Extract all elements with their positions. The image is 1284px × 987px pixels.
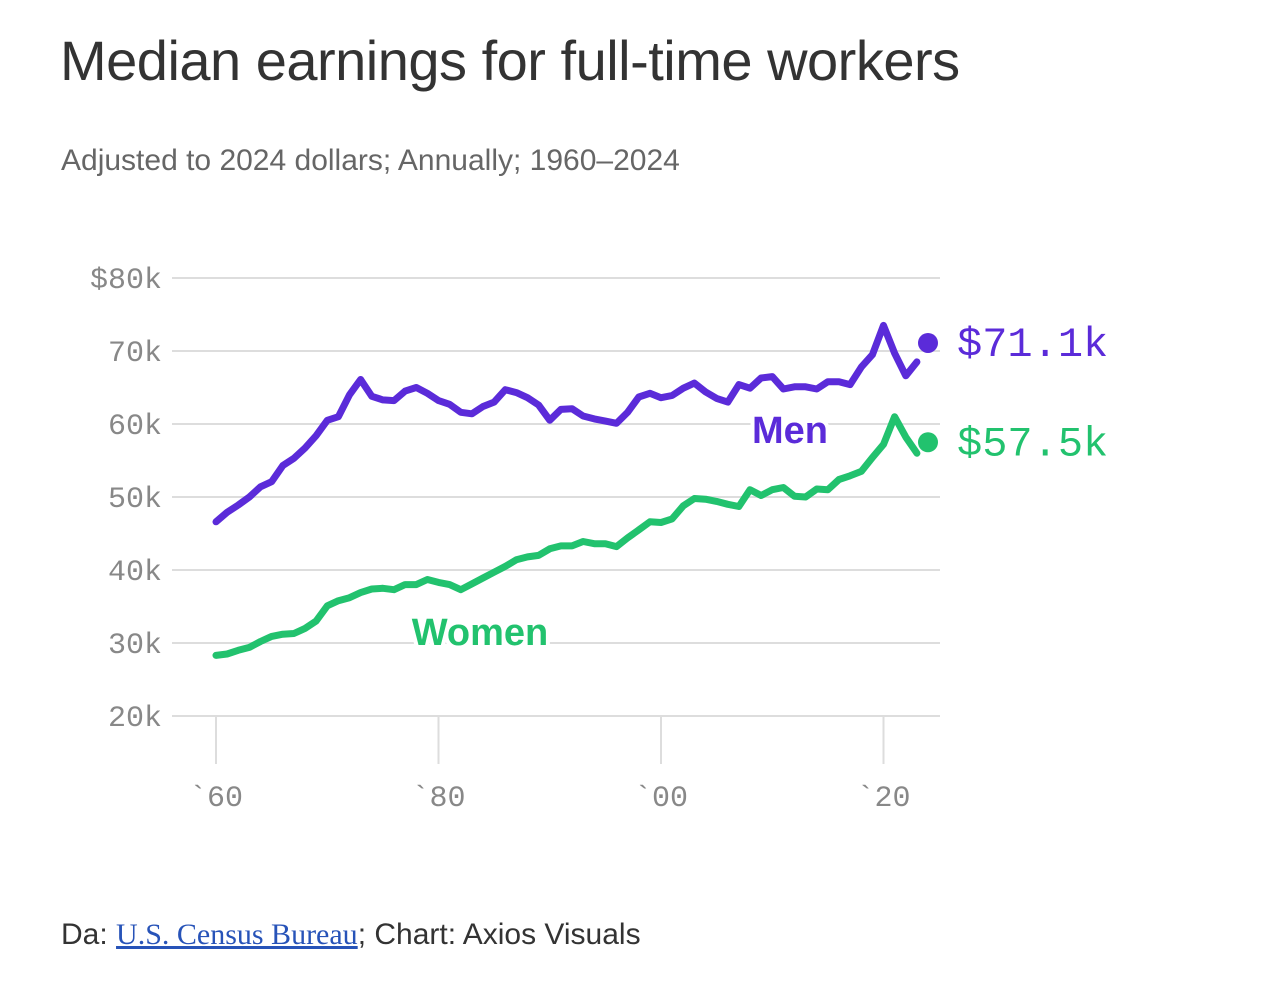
series-end-point-men [918,332,938,353]
y-tick-label: $80k [90,264,162,298]
y-tick-label: 20k [108,702,162,736]
chart-title: Median earnings for full-time workers [60,29,960,92]
source-line: Da: U.S. Census Bureau; Chart: Axios Vis… [61,918,641,952]
y-tick-label: 30k [108,629,162,663]
series-line-women [212,413,921,659]
series-end-label-men: $71.1k [957,321,1108,369]
x-tick-label: `60 [189,782,243,816]
x-tick-label: `80 [411,782,465,816]
source-prefix: Da: [61,918,117,951]
series-line-men [212,321,921,526]
y-tick-label: 60k [108,410,162,444]
series-end-point-women [918,432,938,453]
series-annotation-women: Women [412,612,549,654]
y-tick-label: 40k [108,556,162,590]
line-chart: $80k 70k 60k 50k 40k 30k 20k `60 `80 `00 `20 $71.1k… [90,264,1108,816]
series-annotation-men: Men [752,410,828,452]
x-tick-label: `20 [856,782,910,816]
source-suffix: ; Chart: Axios Visuals [357,918,641,951]
source-link[interactable]: U.S. Census Bureau [116,918,358,951]
x-tick-label: `00 [634,782,688,816]
y-tick-label: 50k [108,483,162,517]
chart-subtitle: Adjusted to 2024 dollars; Annually; 1960… [61,144,680,177]
y-tick-label: 70k [108,337,162,371]
series-end-label-women: $57.5k [957,420,1108,468]
